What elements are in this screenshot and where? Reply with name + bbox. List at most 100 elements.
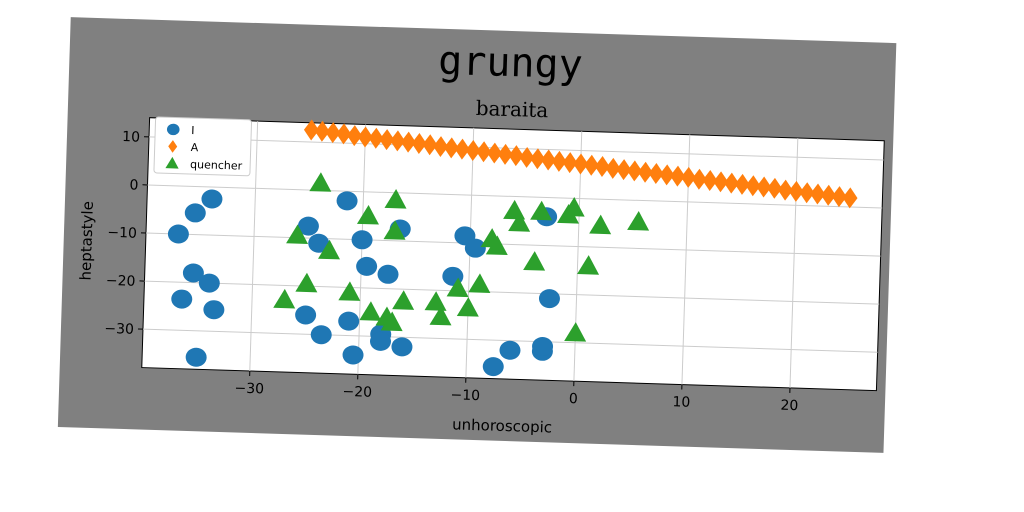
diamond-point	[745, 175, 761, 197]
triangle-point	[384, 188, 407, 209]
diamond-point	[508, 145, 524, 167]
diamond-point	[454, 138, 470, 160]
triangle-point	[295, 272, 318, 293]
circle-point	[356, 256, 378, 276]
legend-label-i: I	[191, 124, 195, 137]
circle-point	[203, 300, 225, 320]
chart-subtitle: baraita	[475, 96, 548, 122]
diamond-point	[810, 183, 826, 205]
triangle-point	[627, 211, 650, 231]
y-grid-line	[144, 280, 880, 305]
y-tick-label: −30	[104, 321, 134, 338]
diamond-point	[530, 148, 546, 170]
triangle-point	[286, 224, 309, 244]
circle-point	[391, 337, 413, 357]
y-grid-line	[142, 328, 878, 353]
diamond-point	[584, 154, 600, 176]
series-a	[303, 119, 858, 209]
diamond-point	[670, 165, 686, 187]
circle-point	[310, 325, 332, 345]
triangle-point	[589, 214, 612, 235]
diamond-point	[422, 134, 438, 156]
x-tick-label: 20	[780, 398, 798, 415]
series-quencher	[273, 172, 650, 342]
diamond-point	[433, 136, 449, 158]
y-grid-line	[145, 232, 881, 257]
x-grid-line	[357, 124, 367, 375]
triangle-point	[356, 204, 379, 225]
triangle-point	[485, 235, 508, 256]
circle-point	[482, 357, 504, 377]
diamond-point	[842, 187, 858, 209]
circle-point	[499, 340, 521, 360]
legend-marker-a	[168, 140, 178, 153]
circle-point	[351, 230, 373, 250]
diamond-point	[314, 120, 330, 142]
diamond-point	[357, 126, 373, 148]
triangle-point	[309, 172, 332, 192]
legend-label-a: A	[190, 141, 198, 154]
diamond-point	[379, 129, 395, 151]
diamond-point	[691, 168, 707, 190]
diamond-point	[799, 182, 815, 204]
diamond-point	[724, 172, 740, 194]
y-tick-label: 0	[129, 177, 138, 193]
diamond-point	[303, 119, 319, 141]
diamond-point	[411, 132, 427, 154]
diamond-point	[820, 184, 836, 206]
diamond-point	[487, 142, 503, 164]
triangle-point	[577, 255, 600, 275]
circle-point	[198, 273, 220, 293]
legend-marker-i	[166, 123, 180, 136]
circle-point	[295, 305, 317, 325]
x-tick-label: −30	[234, 380, 264, 397]
triangle-point	[523, 251, 546, 271]
y-grid-line	[147, 184, 883, 209]
triangle-point	[392, 290, 415, 310]
triangle-point	[380, 311, 403, 332]
circle-point	[338, 311, 360, 331]
diamond-point	[777, 179, 793, 201]
triangle-point	[562, 196, 585, 217]
diamond-point	[347, 125, 363, 147]
series-i	[167, 189, 560, 377]
y-tick-label: −10	[107, 225, 137, 242]
diamond-point	[443, 137, 459, 159]
legend-label-quencher: quencher	[190, 158, 243, 173]
circle-point	[201, 189, 223, 209]
triangle-point	[318, 239, 341, 260]
diamond-point	[637, 161, 653, 183]
triangle-point	[446, 277, 469, 298]
diamond-point	[573, 153, 589, 175]
diamond-point	[702, 170, 718, 192]
x-grid-line	[789, 138, 799, 388]
triangle-point	[338, 281, 361, 301]
circle-point	[532, 336, 554, 356]
diamond-point	[680, 166, 696, 188]
x-grid-line	[249, 121, 259, 371]
chart-title: grungy	[438, 38, 584, 89]
diamond-point	[368, 127, 384, 149]
triangle-point	[383, 220, 406, 240]
triangle-point	[564, 322, 587, 342]
y-axis-label: heptastyle	[76, 201, 96, 281]
triangle-point	[468, 273, 491, 293]
circle-point	[464, 238, 486, 258]
diamond-point	[336, 123, 352, 145]
diamond-point	[734, 173, 750, 195]
diamond-point	[788, 180, 804, 202]
circle-point	[308, 233, 330, 253]
circle-point	[184, 203, 206, 223]
circle-point	[377, 264, 399, 284]
diamond-point	[562, 152, 578, 174]
diamond-point	[497, 143, 513, 165]
diamond-point	[476, 141, 492, 163]
triangle-point	[429, 305, 452, 326]
diamond-point	[756, 176, 772, 198]
x-tick-label: 0	[569, 391, 578, 407]
circle-point	[185, 347, 207, 367]
legend-marker-quencher	[165, 156, 179, 169]
diamond-point	[713, 171, 729, 193]
